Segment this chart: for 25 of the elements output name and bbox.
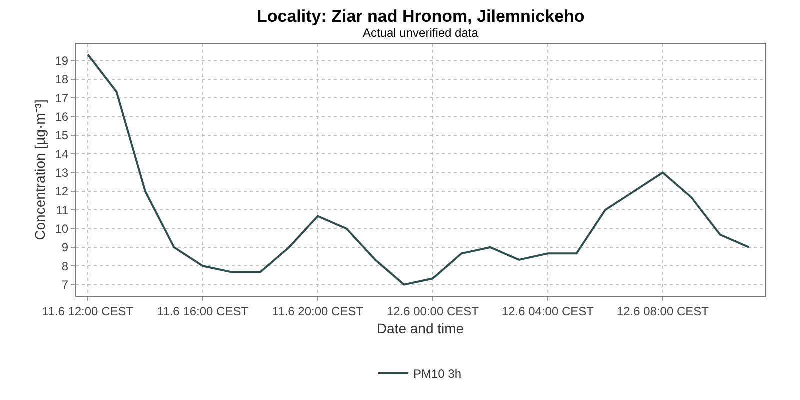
y-tick-label: 17 <box>55 91 69 106</box>
y-tick-label: 14 <box>55 147 69 162</box>
y-tick-label: 8 <box>62 259 69 274</box>
y-tick-label: 16 <box>55 110 69 124</box>
y-tick-label: 7 <box>62 278 69 292</box>
x-tick-label: 11.6 12:00 CEST <box>42 304 134 318</box>
y-tick-label: 18 <box>55 72 69 87</box>
x-tick-label: 11.6 20:00 CEST <box>272 304 364 318</box>
y-tick-label: 9 <box>62 240 69 255</box>
x-axis-title: Date and time <box>376 320 464 337</box>
x-tick-label: 12.6 08:00 CEST <box>616 304 710 318</box>
y-tick-label: 12 <box>55 184 69 199</box>
y-tick-label: 13 <box>55 166 69 180</box>
line-series <box>86 54 750 286</box>
y-tick-label: 15 <box>55 128 69 143</box>
y-tick-label: 10 <box>55 222 69 236</box>
x-tick-label: 12.6 00:00 CEST <box>386 304 480 318</box>
y-tick-label: 19 <box>55 54 69 68</box>
legend-label: PM10 3h <box>414 367 462 382</box>
y-axis-title: Concentration [µg·m⁻³] <box>32 100 48 240</box>
chart-subtitle: Actual unverified data <box>363 26 479 40</box>
y-tick-label: 11 <box>56 203 69 218</box>
chart-title: Locality: Ziar nad Hronom, Jilemnickeho <box>257 7 585 26</box>
x-tick-label: 11.6 16:00 CEST <box>157 304 250 318</box>
x-tick-label: 12.6 04:00 CEST <box>502 304 595 318</box>
